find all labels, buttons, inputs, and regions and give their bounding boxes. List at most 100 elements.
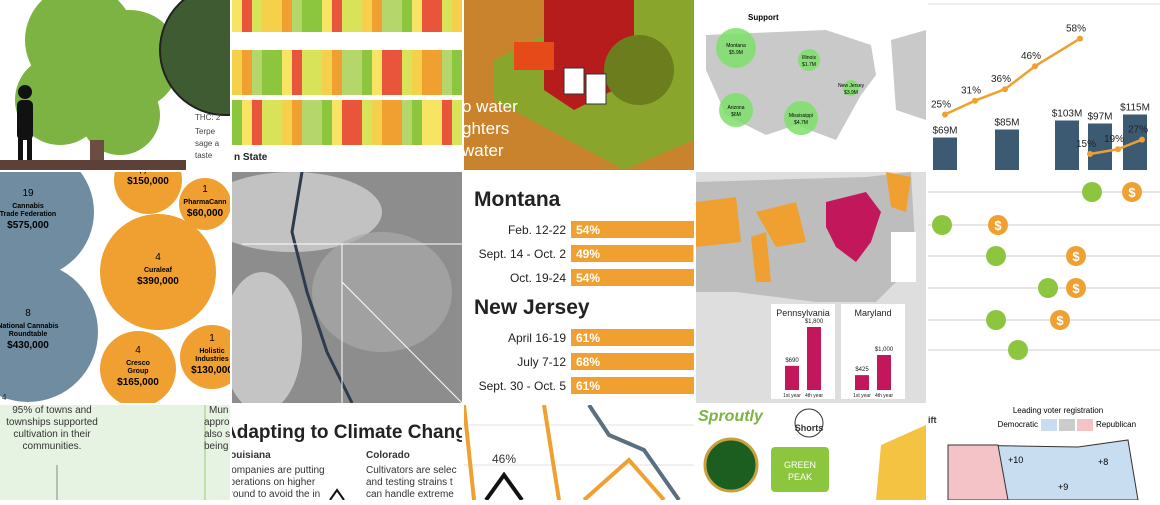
point: [1002, 86, 1008, 93]
heat-cell: [422, 100, 432, 145]
heat-cell: [412, 0, 422, 32]
charts: Pennsylvania $690 1st year $1,800 4th year Ma…: [771, 304, 905, 399]
bar-label: $115M: [1120, 103, 1150, 114]
bar: [571, 221, 694, 238]
bubble-amount: $575,000: [7, 220, 49, 231]
box: [514, 42, 554, 70]
heat-cell: [242, 50, 252, 95]
point: [1115, 146, 1121, 153]
bar: [571, 353, 694, 370]
heat-cell: [432, 0, 442, 32]
heat-cell: [412, 50, 422, 95]
heat-cell: [362, 50, 372, 95]
terrain: [312, 232, 452, 352]
bar-label: $103M: [1052, 109, 1083, 120]
tile-bg: [232, 405, 462, 500]
silhouette: [17, 85, 33, 162]
bubble-amount: $1.7M: [802, 62, 816, 68]
bubble-name: Industries: [195, 356, 229, 363]
bar: [995, 129, 1019, 170]
heat-cell: [312, 100, 322, 145]
heat-cell: [432, 100, 442, 145]
year-label: 1st year: [853, 393, 871, 399]
tree-canopy: [15, 0, 180, 155]
heat-cell: [432, 50, 442, 95]
support-map-tile: Support Montana$5.9M Illinois$1.7M New Jer…: [696, 0, 926, 170]
bar: [1088, 123, 1112, 170]
heatmap: [232, 0, 462, 145]
logo-box: [771, 447, 829, 492]
bubble-count: 1: [202, 184, 208, 195]
point: [1032, 63, 1038, 70]
point-label: 58%: [1066, 24, 1086, 35]
state: [751, 232, 771, 282]
bubbles: Montana$5.9M Illinois$1.7M New Jersey$3.9M…: [716, 28, 865, 135]
bubble-count: 4: [155, 252, 161, 263]
revenue-chart-tile: $69M $85M $103M $97M $115M 25% 31% 36% 46% 58% 15%…: [928, 0, 1160, 170]
column-line: Cultivators are selec: [366, 465, 457, 476]
map: [947, 444, 1009, 500]
bubble-amount: $3.9M: [844, 90, 858, 96]
tile-bg: [464, 405, 694, 500]
legend-swatch: [1041, 419, 1057, 431]
point: [1139, 136, 1145, 143]
heat-cell: [272, 0, 282, 32]
footnote-mark: 4: [2, 393, 7, 402]
point: [942, 111, 948, 118]
point-label: 19%: [1104, 134, 1124, 145]
row-label: Sept. 30 - Oct. 5: [479, 379, 567, 393]
text-line: cultivation in their: [13, 429, 91, 440]
bubble-amount: $150,000: [127, 176, 169, 187]
row-label: July 7-12: [517, 355, 566, 369]
bar-label: $69M: [932, 126, 957, 137]
heat-cell: [392, 0, 402, 32]
heat-cell: [272, 100, 282, 145]
voter-map-tile: Leading voter registration Democratic Re…: [928, 405, 1160, 500]
bar: [571, 377, 694, 394]
heat-cell: [442, 0, 452, 32]
column-head: Louisiana: [224, 450, 271, 461]
bubble: [716, 28, 756, 68]
bubble: [843, 80, 859, 96]
heat-cell: [282, 50, 292, 95]
heat-cell: [282, 0, 292, 32]
label: +9: [1058, 482, 1068, 492]
row-label: Feb. 12-22: [508, 223, 566, 237]
column-line: and testing strains t: [366, 477, 453, 488]
bar: [807, 327, 821, 390]
row-label: Sept. 14 - Oct. 2: [479, 247, 567, 261]
heat-cell: [402, 0, 412, 32]
towns-tile: 95% of towns and townships supported cul…: [0, 405, 230, 500]
logo: Sproutly: [698, 408, 764, 425]
value-label: 49%: [576, 247, 600, 261]
heat-cell: [312, 0, 322, 32]
state: [756, 202, 806, 247]
chart: $69M $85M $103M $97M $115M 25% 31% 36% 46% 58% 15%…: [931, 24, 1150, 170]
row-label: April 16-19: [508, 331, 566, 345]
bubble-name: Canopy Growth: [122, 167, 174, 174]
logo: Shorts: [795, 423, 824, 433]
row-label: Oct. 19-24: [510, 271, 566, 285]
tree-tile: THC: 2 Terpe sage a taste: [0, 0, 230, 170]
bubble-name: Cannabis: [12, 203, 44, 210]
heat-cell: [352, 0, 362, 32]
bubble-name: Montana: [726, 43, 746, 49]
bubble-amount: $5.9M: [729, 50, 743, 56]
barn-tile: o water ghters water: [464, 0, 694, 170]
svg-text:$: $: [1072, 249, 1080, 264]
column-head: Colorado: [366, 450, 410, 461]
climate-tile: Adapting to Climate Change Louisiana Com…: [224, 405, 462, 500]
caption: n State: [234, 152, 268, 163]
heat-cell: [302, 100, 312, 145]
column-line: operations on higher: [224, 477, 316, 488]
heat-cell: [392, 50, 402, 95]
point: [1087, 151, 1093, 157]
heat-cell: [292, 0, 302, 32]
bubble: [0, 262, 98, 402]
heat-cell: [342, 100, 352, 145]
logo: GREEN: [784, 460, 816, 470]
group-title: Montana: [474, 188, 561, 211]
tile-bg: [928, 0, 1160, 170]
group-title: New Jersey: [474, 296, 590, 319]
